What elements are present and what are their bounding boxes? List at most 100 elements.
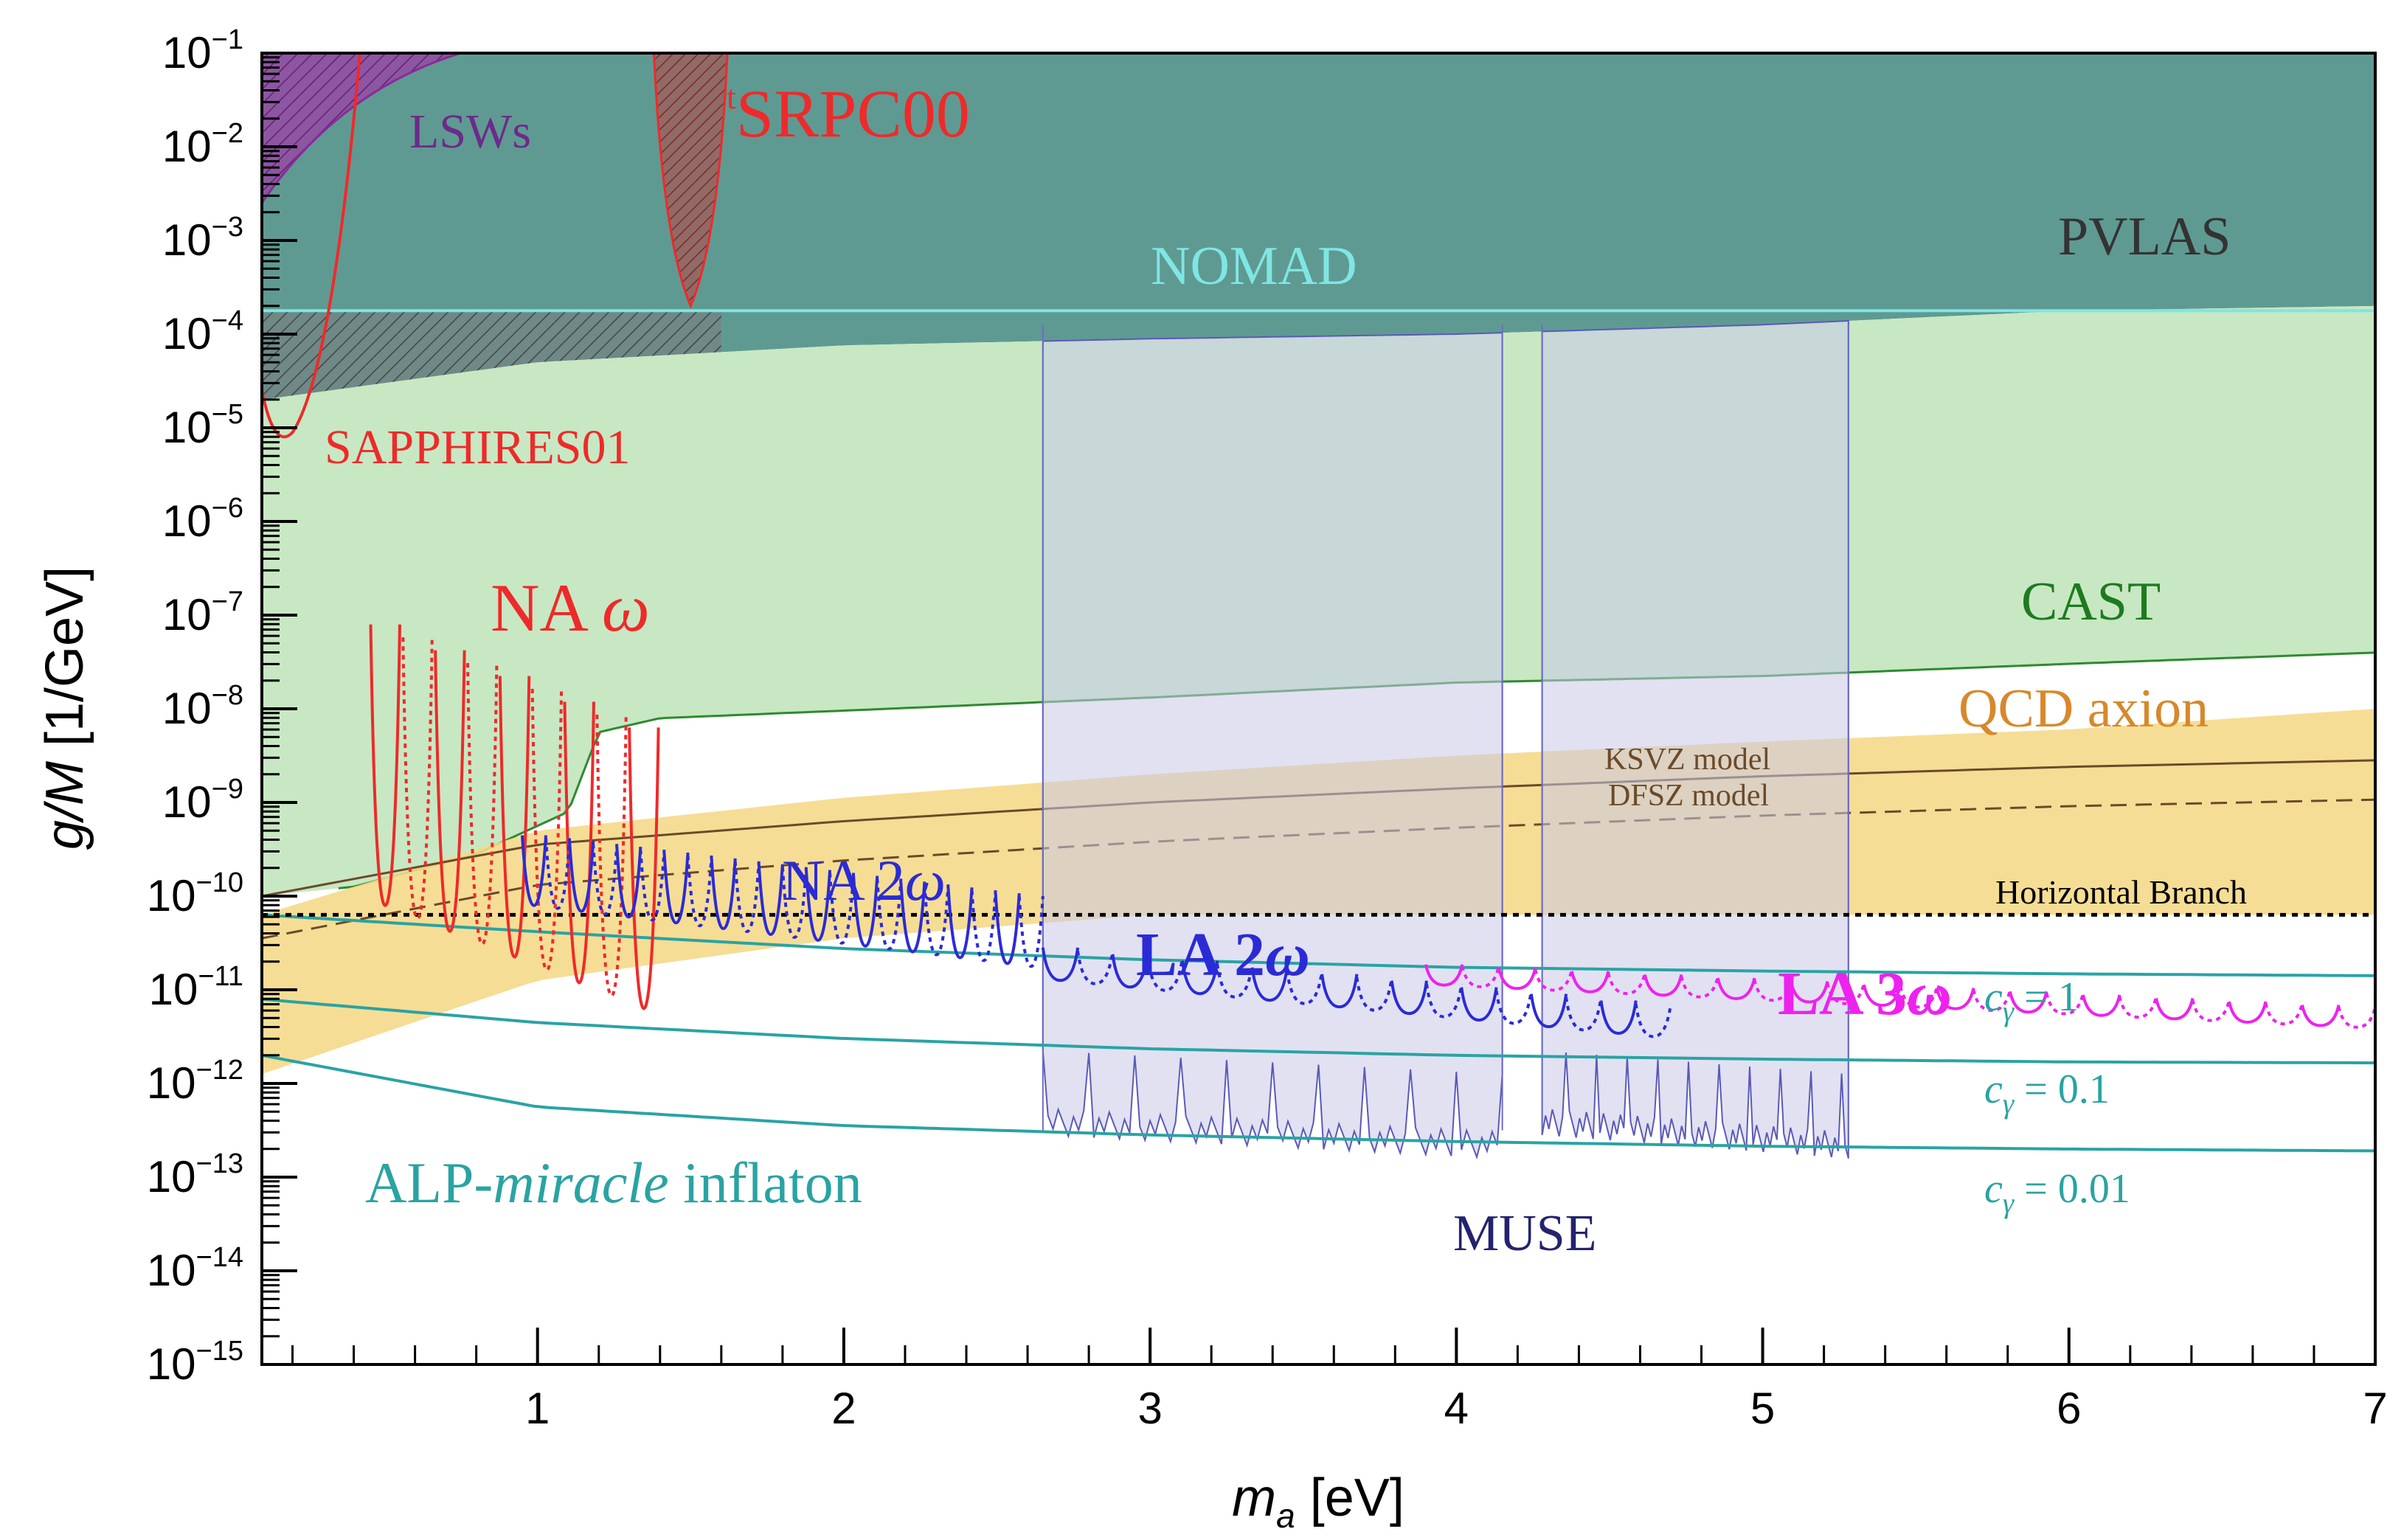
y-tick-label-1: 10−1 xyxy=(162,24,243,77)
na-2omega-label: NA 2ω xyxy=(782,848,946,912)
la-3omega-resonance-22 xyxy=(2191,999,2231,1022)
cgamma-0.01-label: cγ = 0.01 xyxy=(1984,1166,2130,1219)
x-tick-label-1: 1 xyxy=(525,1384,550,1433)
na-2omega-resonance-2 xyxy=(544,838,572,910)
la-3omega-resonance-14 xyxy=(1899,985,1939,1009)
la-3omega-resonance-8 xyxy=(1680,976,1719,999)
na-omega-label: NA ω xyxy=(491,570,650,645)
la-3omega-resonance-4 xyxy=(1534,969,1573,992)
la-3omega-label: LA 3ω xyxy=(1778,960,1952,1028)
x-tick-label-5: 5 xyxy=(1750,1384,1775,1433)
nomad-label: NOMAD xyxy=(1151,236,1357,296)
na-2omega-resonance-4 xyxy=(592,844,619,916)
la-2omega-resonance-15 xyxy=(1529,993,1568,1029)
x-axis-title: ma [eV] xyxy=(1232,1468,1404,1535)
y-tick-label-7: 10−7 xyxy=(162,586,243,639)
y-tick-label-4: 10−4 xyxy=(162,305,243,358)
la-2omega-label: LA 2ω xyxy=(1136,920,1310,989)
la-2omega-resonance-16 xyxy=(1565,996,1603,1032)
horizontal-branch-label: Horizontal Branch xyxy=(1995,873,2247,911)
la-2omega-resonance-17 xyxy=(1599,1000,1638,1036)
alp-miracle-inflaton-label: ALP-miracle inflaton xyxy=(365,1151,862,1215)
y-axis-title: g/M [1/GeV] xyxy=(35,566,94,850)
na-omega-resonance-3 xyxy=(434,650,466,933)
y-tick-label-14: 10−14 xyxy=(147,1242,243,1295)
x-tick-label-3: 3 xyxy=(1137,1384,1162,1433)
la-3omega-resonance-7 xyxy=(1643,974,1683,997)
na-2omega-resonance-12 xyxy=(780,867,808,939)
plot-area xyxy=(262,53,2375,1160)
na-2omega-resonance-10 xyxy=(733,861,761,934)
na-2omega-resonance-15 xyxy=(852,875,879,948)
pvlas-label: PVLAS xyxy=(2058,207,2231,267)
na-omega-resonance-7 xyxy=(563,701,595,985)
na-2omega-resonance-8 xyxy=(686,855,713,928)
la-3omega-resonance-16 xyxy=(1972,989,2012,1012)
qcd-axion-label: QCD axion xyxy=(1958,679,2209,739)
dfsz-label: DFSZ model xyxy=(1608,779,1769,813)
sapphires01-label: SAPPHIRES01 xyxy=(325,420,630,474)
la-2omega-resonance-5 xyxy=(1180,960,1219,996)
cgamma-0.1-label: cγ = 0.1 xyxy=(1984,1066,2110,1120)
na-2omega-resonance-19 xyxy=(946,887,974,960)
y-tick-label-11: 10−11 xyxy=(149,961,243,1014)
ksvz-label: KSVZ model xyxy=(1604,743,1770,777)
la-2omega-resonance-7 xyxy=(1250,967,1289,1002)
y-tick-label-10: 10−10 xyxy=(147,867,243,920)
y-tick-label-5: 10−5 xyxy=(162,399,243,452)
la-2omega-resonance-10 xyxy=(1355,977,1393,1012)
la-3omega-resonance-2 xyxy=(1461,965,1500,988)
na-2omega-resonance-7 xyxy=(662,852,690,925)
na-2omega-resonance-20 xyxy=(970,890,997,962)
la-3omega-resonance-9 xyxy=(1716,977,1756,1000)
cgamma-1-line xyxy=(262,913,2375,977)
la-3omega-resonance-11 xyxy=(1789,981,1829,1004)
na-2omega-resonance-3 xyxy=(568,841,595,913)
la-2omega-resonance-1 xyxy=(1041,947,1080,982)
muse-region-1 xyxy=(1042,332,1503,1160)
la-2omega-resonance-13 xyxy=(1460,987,1498,1022)
x-tick-label-2: 2 xyxy=(831,1384,856,1433)
pvlas-region xyxy=(262,53,2375,400)
gray-hatched-region xyxy=(262,311,721,400)
x-tick-label-4: 4 xyxy=(1444,1384,1469,1433)
cgamma-1-label: cγ = 1 xyxy=(1984,974,2079,1027)
y-tick-label-2: 10−2 xyxy=(162,118,243,171)
na-2omega-resonance-16 xyxy=(876,878,903,951)
la-2omega-resonance-4 xyxy=(1146,957,1184,992)
la-3omega-resonance-6 xyxy=(1607,972,1646,996)
muse-region-2 xyxy=(1541,319,1849,1159)
cgamma-0.01-line xyxy=(262,1053,2375,1153)
la-2omega-resonance-9 xyxy=(1320,974,1359,1009)
lsws-region xyxy=(262,53,462,205)
la-3omega-resonance-18 xyxy=(2045,993,2085,1016)
la-3omega-resonance-20 xyxy=(2118,996,2158,1019)
na-omega-resonance-1 xyxy=(369,624,401,907)
na-2omega-resonance-14 xyxy=(828,873,856,945)
la-2omega-resonance-12 xyxy=(1424,983,1463,1019)
muse-label: MUSE xyxy=(1453,1205,1596,1262)
la-2omega-resonance-14 xyxy=(1494,990,1533,1025)
na-2omega-resonance-22 xyxy=(1017,895,1045,968)
la-3omega-resonance-3 xyxy=(1497,967,1537,991)
na-2omega-resonance-13 xyxy=(804,870,832,942)
la-3omega-resonance-13 xyxy=(1862,984,1902,1007)
na-2omega-resonance-18 xyxy=(923,884,950,957)
tsrpc00-label: tSRPC00 xyxy=(727,76,970,151)
x-tick-label-7: 7 xyxy=(2363,1384,2387,1433)
na-omega-resonance-9 xyxy=(628,727,660,1010)
y-tick-label-6: 10−6 xyxy=(162,493,243,546)
la-3omega-resonance-12 xyxy=(1826,982,1866,1005)
x-tick-label-6: 6 xyxy=(2057,1384,2081,1433)
tsrpc-region xyxy=(652,53,729,309)
la-3omega-resonance-5 xyxy=(1570,971,1610,993)
na-2omega-resonance-21 xyxy=(994,892,1021,965)
na-omega-resonance-5 xyxy=(498,676,531,959)
la-2omega-resonance-11 xyxy=(1390,980,1428,1016)
y-tick-label-3: 10−3 xyxy=(162,212,243,265)
y-tick-label-12: 10−12 xyxy=(147,1055,243,1108)
y-tick-label-15: 10−15 xyxy=(147,1336,243,1389)
cast-label: CAST xyxy=(2021,572,2161,632)
la-3omega-resonance-26 xyxy=(2337,1006,2375,1029)
